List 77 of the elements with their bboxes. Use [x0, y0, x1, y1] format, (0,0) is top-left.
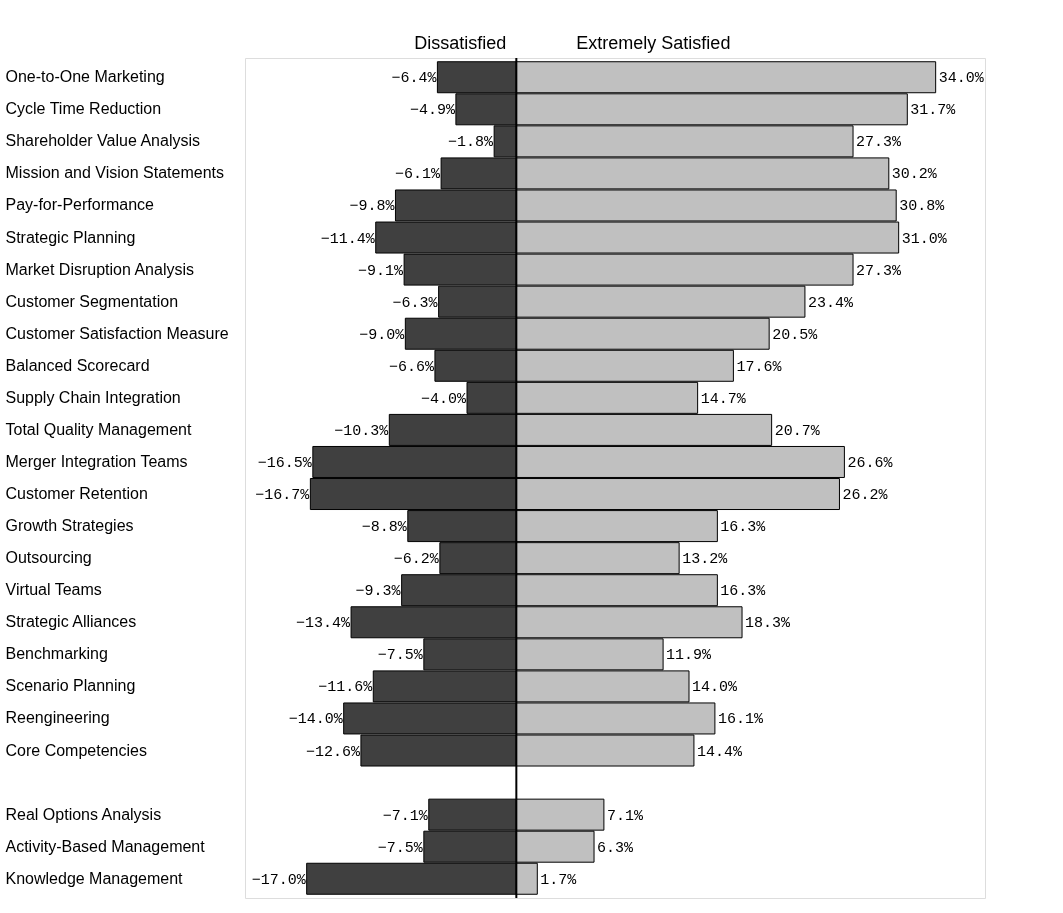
data-label: −14.0% — [288, 711, 344, 729]
data-label: 1.7% — [540, 871, 578, 889]
y-tick-label: Customer Satisfaction Measure — [5, 324, 229, 342]
data-label: 14.7% — [700, 390, 747, 408]
y-tick-label: Virtual Teams — [5, 581, 102, 599]
data-label: −8.8% — [361, 519, 408, 537]
y-tick-label: Strategic Planning — [5, 228, 136, 246]
data-label: 34.0% — [938, 70, 985, 88]
data-label: −16.5% — [257, 454, 313, 472]
y-tick-label: Real Options Analysis — [5, 805, 162, 823]
data-label: 11.9% — [666, 647, 713, 665]
data-label: 18.3% — [745, 615, 792, 633]
data-label: 16.1% — [717, 711, 764, 729]
y-tick-label: Outsourcing — [5, 549, 92, 567]
data-label: −11.4% — [320, 230, 376, 248]
data-label: −7.1% — [382, 807, 429, 825]
y-tick-label: Mission and Vision Statements — [5, 164, 224, 182]
data-label: −11.6% — [318, 679, 374, 697]
data-label: 26.6% — [847, 454, 894, 472]
data-label: −6.3% — [392, 294, 439, 312]
data-label: 31.7% — [910, 102, 957, 120]
y-tick-label: Market Disruption Analysis — [5, 260, 195, 278]
data-label: 14.0% — [692, 679, 739, 697]
data-label: −9.8% — [349, 198, 396, 216]
y-tick-label: One-to-One Marketing — [5, 68, 165, 86]
y-tick-label: Scenario Planning — [5, 677, 136, 695]
data-label: −6.6% — [388, 358, 435, 376]
y-tick-label: Core Competencies — [5, 741, 147, 759]
data-label: −6.2% — [393, 551, 440, 569]
y-tick-label: Merger Integration Teams — [5, 452, 188, 470]
data-label: −16.7% — [255, 487, 311, 505]
y-tick-label: Pay-for-Performance — [5, 196, 155, 214]
data-label: 26.2% — [842, 487, 889, 505]
data-label: −6.1% — [395, 166, 442, 184]
data-label: 20.7% — [774, 422, 821, 440]
data-label: 27.3% — [856, 134, 903, 152]
data-label: 17.6% — [736, 358, 783, 376]
y-tick-label: Benchmarking — [5, 645, 108, 663]
data-label: −13.4% — [296, 615, 352, 633]
y-tick-label: Strategic Alliances — [5, 613, 137, 631]
y-tick-label: Balanced Scorecard — [5, 356, 150, 374]
data-label: 16.3% — [720, 519, 767, 537]
y-tick-label: Growth Strategies — [5, 517, 134, 535]
data-label: 16.3% — [720, 583, 767, 601]
data-label: 6.3% — [597, 839, 635, 857]
y-tick-label: Customer Segmentation — [5, 292, 179, 310]
data-label: 31.0% — [901, 230, 948, 248]
data-label: −7.5% — [377, 839, 424, 857]
series-label: Extremely Satisfied — [576, 33, 731, 53]
data-label: 14.4% — [696, 743, 743, 761]
data-label: 13.2% — [682, 551, 729, 569]
y-tick-label: Customer Retention — [5, 485, 148, 503]
data-label: −9.0% — [359, 326, 406, 344]
y-tick-label: Supply Chain Integration — [5, 388, 181, 406]
y-tick-label: Total Quality Management — [5, 420, 192, 438]
y-tick-label: Reengineering — [5, 709, 110, 727]
series-label: Dissatisfied — [414, 33, 507, 53]
y-tick-label: Knowledge Management — [5, 869, 184, 887]
data-label: −9.3% — [355, 583, 402, 601]
data-label: 30.8% — [899, 198, 946, 216]
data-label: −7.5% — [377, 647, 424, 665]
data-label: −10.3% — [334, 422, 390, 440]
data-label: −17.0% — [251, 871, 307, 889]
data-label: 20.5% — [772, 326, 819, 344]
y-tick-label: Shareholder Value Analysis — [5, 132, 200, 150]
data-label: −4.9% — [409, 102, 456, 120]
data-label: 30.2% — [891, 166, 938, 184]
data-label: −6.4% — [391, 70, 438, 88]
y-tick-label: Activity-Based Management — [5, 837, 206, 855]
data-label: −9.1% — [358, 262, 405, 280]
data-label: −1.8% — [448, 134, 495, 152]
data-label: 27.3% — [856, 262, 903, 280]
data-label: 23.4% — [807, 294, 854, 312]
data-label: −4.0% — [420, 390, 467, 408]
y-tick-label: Cycle Time Reduction — [5, 100, 162, 118]
data-label: 7.1% — [606, 807, 644, 825]
data-label: −12.6% — [305, 743, 361, 761]
